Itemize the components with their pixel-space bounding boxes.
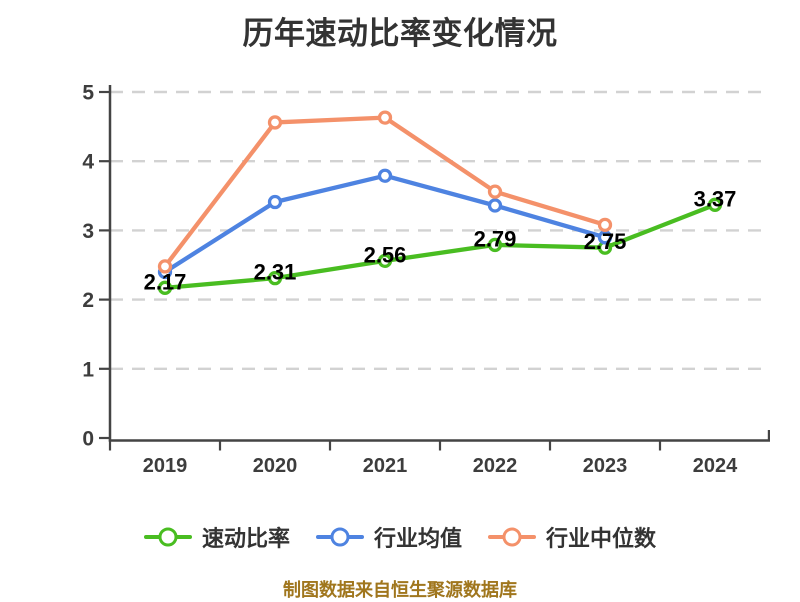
- industry-median-point-2020: [267, 115, 283, 130]
- quick-ratio-point-2022: [487, 237, 503, 253]
- x-axis-label-2020: 2020: [253, 455, 298, 477]
- x-axis-label-2023: 2023: [583, 455, 628, 477]
- industry-median-point-2022: [487, 184, 503, 199]
- x-axis-label-2021: 2021: [363, 455, 408, 477]
- value-label-2022: 2.79: [474, 226, 517, 251]
- legend-label: 速动比率: [201, 526, 290, 551]
- x-axis-label-2024: 2024: [693, 455, 738, 477]
- plot-area: 0 1 2 3 4 5 2019 2020 2021 2022 2023 2024 2.17 2.31 2.…: [82, 82, 771, 477]
- legend-marker-icon: [488, 527, 536, 547]
- quick-ratio-point-2020: [267, 270, 283, 286]
- value-label-2020: 2.31: [254, 260, 297, 285]
- value-label-2024: 3.37: [694, 186, 737, 211]
- quick-ratio-point-2021: [377, 253, 393, 268]
- y-tick-label-2: 2: [82, 289, 94, 312]
- x-axis-label-2019: 2019: [143, 455, 188, 477]
- legend-item-industry-median[interactable]: 行业中位数: [488, 521, 656, 553]
- quick-ratio-point-2019: [157, 280, 173, 295]
- y-tick-label-4: 4: [82, 151, 94, 174]
- chart-title: 历年速动比率变化情况: [242, 16, 558, 51]
- industry-median-point-2021: [377, 110, 393, 125]
- industry-avg-point-2021: [377, 168, 393, 183]
- legend-label: 行业中位数: [546, 526, 657, 551]
- legend-marker-icon: [143, 527, 192, 547]
- quick-ratio-point-2024: [707, 197, 723, 212]
- x-axis-label-2022: 2022: [473, 455, 518, 477]
- legend-marker-icon: [315, 527, 364, 547]
- industry-median-point-2019: [157, 259, 173, 274]
- y-tick-label-5: 5: [82, 82, 94, 105]
- data-source-note: 制图数据来自恒生聚源数据库: [283, 580, 517, 600]
- industry-median-point-2023: [597, 217, 613, 233]
- industry-avg-point-2020: [267, 194, 283, 210]
- y-tick-label-3: 3: [82, 220, 94, 243]
- quick-ratio-line: [162, 202, 718, 290]
- value-label-2019: 2.17: [144, 269, 187, 294]
- value-label-2021: 2.56: [364, 242, 407, 267]
- legend: 速动比率 行业均值 行业中位数: [0, 518, 800, 556]
- legend-item-industry-avg[interactable]: 行业均值: [315, 521, 462, 553]
- y-tick-label-1: 1: [82, 358, 94, 381]
- value-label-2023: 2.75: [584, 229, 627, 254]
- y-tick-label-0: 0: [82, 428, 94, 451]
- legend-label: 行业均值: [373, 526, 462, 551]
- industry-avg-point-2022: [487, 198, 503, 213]
- legend-item-quick-ratio[interactable]: 速动比率: [143, 521, 290, 553]
